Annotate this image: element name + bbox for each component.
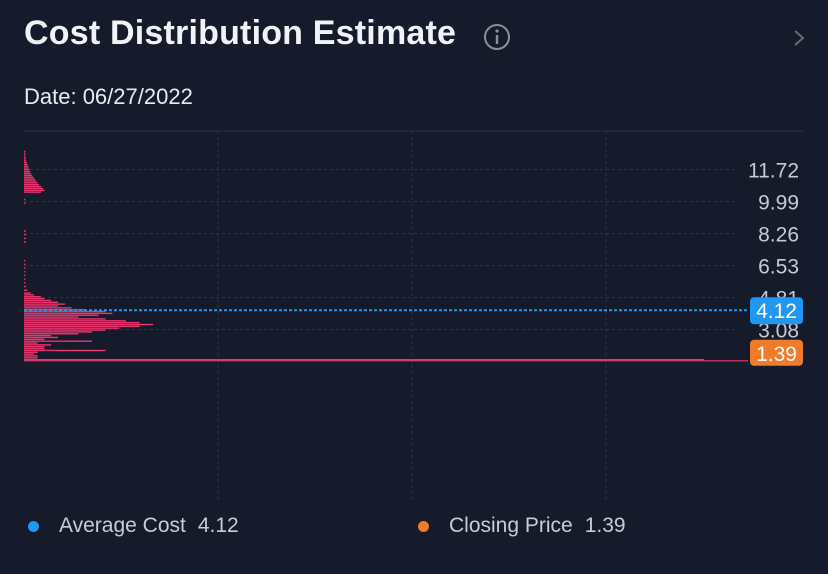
distribution-bar (24, 316, 79, 318)
date-label: Date: 06/27/2022 (24, 84, 193, 109)
distribution-bar (24, 336, 58, 339)
average-cost-tag-label: 4.12 (756, 300, 797, 323)
distribution-bar (24, 187, 44, 190)
average-cost-tag (750, 297, 803, 325)
y-tick-label: 9.99 (758, 192, 799, 215)
distribution-bar (24, 305, 58, 307)
distribution-bar (24, 167, 29, 169)
distribution-bar (24, 156, 26, 158)
distribution-bar (24, 241, 27, 243)
distribution-bar (24, 150, 26, 153)
distribution-bar (24, 340, 92, 342)
distribution-bar (24, 346, 45, 348)
distribution-bar (24, 165, 29, 167)
average-cost-dot (28, 520, 39, 532)
distribution-bar (24, 172, 31, 175)
distribution-bar (24, 289, 28, 291)
distribution-bar (24, 191, 41, 193)
distribution-bar (24, 342, 38, 344)
info-icon[interactable] (482, 22, 512, 52)
closing-price-tag (750, 339, 803, 366)
distribution-bar (24, 161, 27, 164)
legend-closing-price: Closing Price 1.39 (418, 514, 626, 538)
closing-price-label: Closing Price (449, 514, 573, 537)
distribution-bar (24, 321, 140, 324)
distribution-bar (24, 314, 99, 316)
distribution-bar (24, 185, 41, 188)
distribution-bar (24, 347, 45, 350)
distribution-bar (24, 198, 26, 201)
distribution-bar (24, 353, 35, 355)
cost-distribution-chart: 11.729.998.266.534.813.084.121.39 (24, 130, 804, 501)
distribution-bar (24, 174, 33, 177)
distribution-bar (24, 358, 704, 361)
chevron-right-icon[interactable] (792, 28, 806, 48)
distribution-bar (24, 349, 106, 352)
distribution-bar (24, 158, 27, 160)
y-tick-label: 6.53 (758, 256, 799, 279)
page-title: Cost Distribution Estimate (24, 14, 457, 52)
distribution-bar (24, 233, 27, 236)
distribution-bar (24, 301, 58, 303)
y-tick-label: 3.08 (758, 320, 799, 343)
distribution-bar (24, 230, 27, 232)
distribution-bar (24, 271, 26, 273)
distribution-bar (24, 323, 154, 326)
closing-price-tag-label: 1.39 (756, 343, 797, 366)
distribution-bar (24, 189, 45, 191)
distribution-bar (24, 307, 72, 309)
average-cost-value: 4.12 (197, 514, 239, 537)
legend: Average Cost 4.12 Closing Price 1.39 (0, 514, 828, 544)
distribution-bar (24, 259, 26, 262)
distribution-bar (24, 285, 27, 288)
distribution-bar (24, 159, 27, 162)
distribution-bar (24, 344, 52, 346)
y-tick-label: 11.72 (748, 160, 799, 183)
distribution-bar (24, 318, 106, 320)
distribution-bar (24, 357, 38, 359)
distribution-bar (24, 299, 52, 302)
distribution-bar (24, 282, 26, 284)
y-tick-label: 8.26 (758, 224, 799, 247)
distribution-bar (24, 163, 28, 166)
distribution-bar (24, 180, 37, 182)
distribution-bar (24, 327, 120, 329)
distribution-bar (24, 237, 27, 240)
distribution-bar (24, 267, 26, 269)
distribution-bar (24, 320, 126, 322)
distribution-bar (24, 176, 34, 178)
distribution-bar (24, 274, 26, 277)
distribution-bar (24, 329, 106, 331)
distribution-bar (24, 202, 26, 204)
distribution-bar (24, 278, 26, 280)
distribution-bar (24, 303, 65, 305)
distribution-bar (24, 310, 106, 313)
distribution-bar (24, 183, 39, 186)
distribution-bar (24, 334, 52, 337)
distribution-bar (24, 333, 79, 335)
distribution-bar (24, 154, 26, 156)
distribution-bar (24, 182, 38, 184)
distribution-bar (24, 171, 31, 173)
distribution-bar (24, 178, 35, 180)
distribution-bar (24, 296, 41, 298)
distribution-bar (24, 312, 113, 315)
average-cost-label: Average Cost (59, 514, 186, 537)
distribution-bar (24, 331, 92, 333)
distribution-bar (24, 292, 31, 294)
distribution-bar (24, 169, 30, 171)
closing-price-value: 1.39 (584, 514, 626, 537)
distribution-bar (24, 294, 35, 296)
distribution-bar (24, 152, 26, 154)
distribution-bar (24, 355, 38, 357)
distribution-bar (24, 263, 26, 266)
distribution-bar (24, 297, 45, 300)
distribution-bar (24, 351, 38, 353)
legend-average-cost: Average Cost 4.12 (28, 514, 239, 538)
distribution-bar (24, 325, 140, 328)
closing-price-dot (418, 520, 429, 532)
distribution-bar (24, 338, 45, 341)
